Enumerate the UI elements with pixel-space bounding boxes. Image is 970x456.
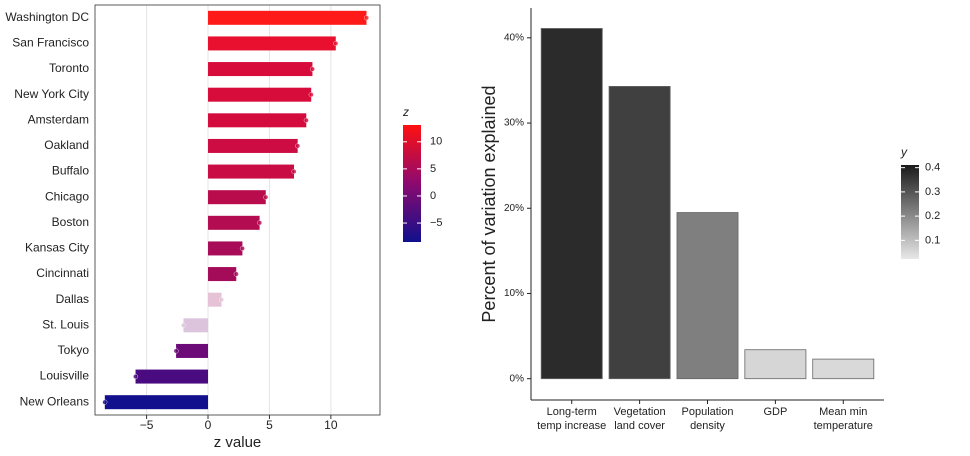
bar (208, 215, 260, 230)
y-tick-label: Oakland (44, 138, 89, 152)
x-tick-label: GDP (763, 406, 788, 418)
bar (744, 349, 807, 380)
bar (208, 190, 266, 205)
y-tick-label: Chicago (45, 189, 89, 203)
x-tick-label: Mean min temperature (813, 406, 873, 432)
bar-point (180, 322, 186, 328)
x-tick-label: 10 (324, 418, 338, 432)
legend-tick-label: 0 (430, 190, 436, 202)
bar (176, 343, 209, 358)
bar-point (309, 66, 315, 72)
bar-point (333, 40, 339, 46)
y-tick-label: Dallas (56, 292, 89, 306)
bar (208, 87, 312, 102)
plot-border (94, 4, 381, 416)
legend-title: y (900, 145, 908, 159)
bar-point (303, 117, 309, 123)
bar (208, 113, 307, 128)
bar-point (239, 245, 245, 251)
y-tick-label: Buffalo (52, 164, 89, 178)
bar-point (291, 169, 297, 175)
y-tick-label: St. Louis (42, 317, 89, 331)
y-tick-label: 40% (504, 32, 524, 43)
legend-tick-label: 0.4 (925, 162, 940, 174)
y-tick-label: Louisville (40, 369, 90, 383)
legend-tick-label: 5 (430, 163, 436, 175)
legend-tick-label: 0.2 (925, 210, 940, 222)
bar (208, 62, 313, 77)
bar (208, 36, 336, 51)
bar-point (173, 348, 179, 354)
bar (676, 212, 739, 380)
bar-point (102, 399, 108, 405)
bar (812, 358, 875, 380)
bar-point (233, 271, 239, 277)
y-tick-label: 30% (504, 118, 524, 129)
bar-point (218, 297, 225, 303)
bar (540, 28, 603, 380)
bar (208, 292, 222, 307)
y-tick-label: 20% (504, 203, 524, 214)
colorbar (403, 125, 421, 242)
legend-tick-label: 10 (430, 136, 442, 148)
bar-point (363, 15, 370, 21)
bar (183, 318, 209, 333)
bar (208, 267, 237, 282)
legend-tick-label: 0.3 (925, 186, 940, 198)
y-tick-label: 0% (510, 373, 525, 384)
y-tick-label: New Orleans (20, 394, 89, 408)
y-tick-label: Cincinnati (36, 266, 89, 280)
y-tick-label: Amsterdam (28, 112, 89, 126)
bar (208, 164, 295, 179)
bar-point (295, 143, 301, 149)
x-axis-label: z value (214, 434, 262, 451)
x-tick-label: 0 (205, 418, 212, 432)
y-tick-label: Tokyo (58, 343, 90, 357)
colorbar (901, 165, 919, 259)
y-tick-label: Washington DC (5, 10, 89, 24)
y-tick-label: 10% (504, 288, 524, 299)
x-tick-label: Long-term temp increase (537, 406, 607, 432)
bar-point (257, 220, 263, 226)
legend-title: z (402, 105, 409, 119)
x-tick-label: Population density (681, 406, 734, 432)
legend-tick-label: 0.1 (925, 234, 940, 246)
y-axis-label: Percent of variation explained (479, 85, 499, 322)
bar-point (308, 92, 314, 98)
bar (208, 138, 298, 153)
bar (208, 241, 243, 256)
bar-point (263, 194, 269, 200)
y-tick-label: Boston (52, 215, 89, 229)
bar (135, 369, 209, 384)
bar-point (132, 374, 139, 380)
y-tick-label: San Francisco (12, 36, 89, 50)
bar (608, 86, 671, 380)
y-tick-label: Toronto (49, 61, 89, 75)
y-tick-label: New York City (14, 87, 89, 101)
x-tick-label: Vegetation land cover (613, 406, 666, 432)
bar (208, 10, 367, 25)
legend-tick-label: −5 (430, 217, 443, 229)
bar (104, 395, 209, 410)
y-tick-label: Kansas City (25, 241, 89, 255)
x-tick-label: 5 (266, 418, 273, 432)
x-tick-label: −5 (140, 418, 154, 432)
